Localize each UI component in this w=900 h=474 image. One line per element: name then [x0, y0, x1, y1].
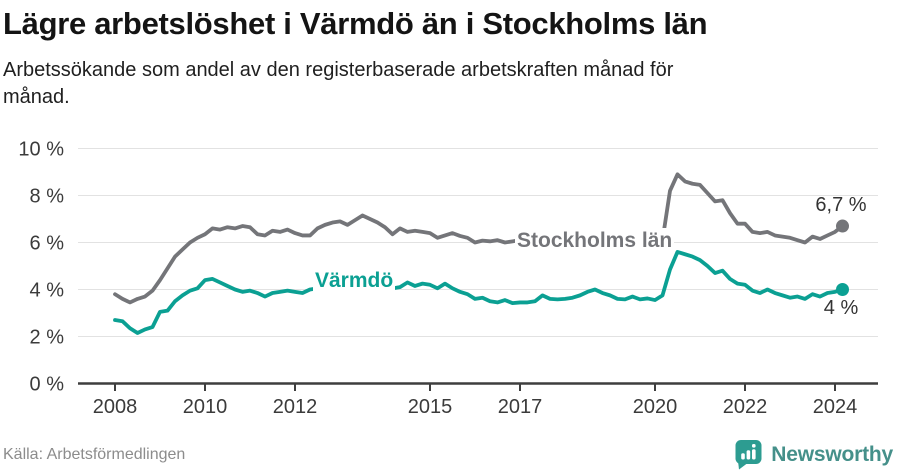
chart-header: Lägre arbetslöshet i Värmdö än i Stockho… [3, 5, 708, 111]
y-axis-tick-label: 2 % [30, 327, 65, 349]
series-end-dot [836, 219, 850, 233]
series-label-varmdo: Värmdö [313, 268, 396, 294]
x-axis-tick-label: 2022 [723, 396, 768, 418]
line-series [113, 249, 845, 335]
line-series [113, 172, 845, 305]
y-axis-tick-label: 4 % [30, 280, 65, 302]
x-axis-tick-label: 2010 [183, 396, 228, 418]
y-axis-tick-label: 6 % [30, 233, 65, 255]
newsworthy-wordmark: Newsworthy [771, 442, 893, 466]
end-value-label-varmdo: 4 % [823, 297, 859, 319]
series-end-dot [836, 283, 850, 296]
series-label-stockholms-lan: Stockholms län [515, 228, 675, 254]
x-axis-tick-label: 2012 [273, 396, 318, 418]
y-axis-tick-label: 8 % [30, 186, 65, 208]
x-axis-tick-label: 2008 [93, 396, 138, 418]
x-axis-tick-label: 2017 [498, 396, 543, 418]
page-title: Lägre arbetslöshet i Värmdö än i Stockho… [3, 6, 708, 41]
x-axis-tick-label: 2015 [408, 396, 453, 418]
chart-subtitle: Arbetssökande som andel av den registerb… [3, 59, 674, 108]
y-axis-tick-label: 0 % [30, 374, 65, 396]
y-axis-tick-label: 10 % [18, 139, 64, 161]
source-note: Källa: Arbetsförmedlingen [3, 446, 186, 463]
newsworthy-logo: Newsworthy [734, 439, 893, 470]
end-value-label-stockholms-lan: 6,7 % [815, 194, 867, 216]
newsworthy-bars-bubble-icon [734, 439, 763, 470]
x-axis-tick-label: 2020 [633, 396, 678, 418]
x-axis-tick-label: 2024 [813, 396, 858, 418]
